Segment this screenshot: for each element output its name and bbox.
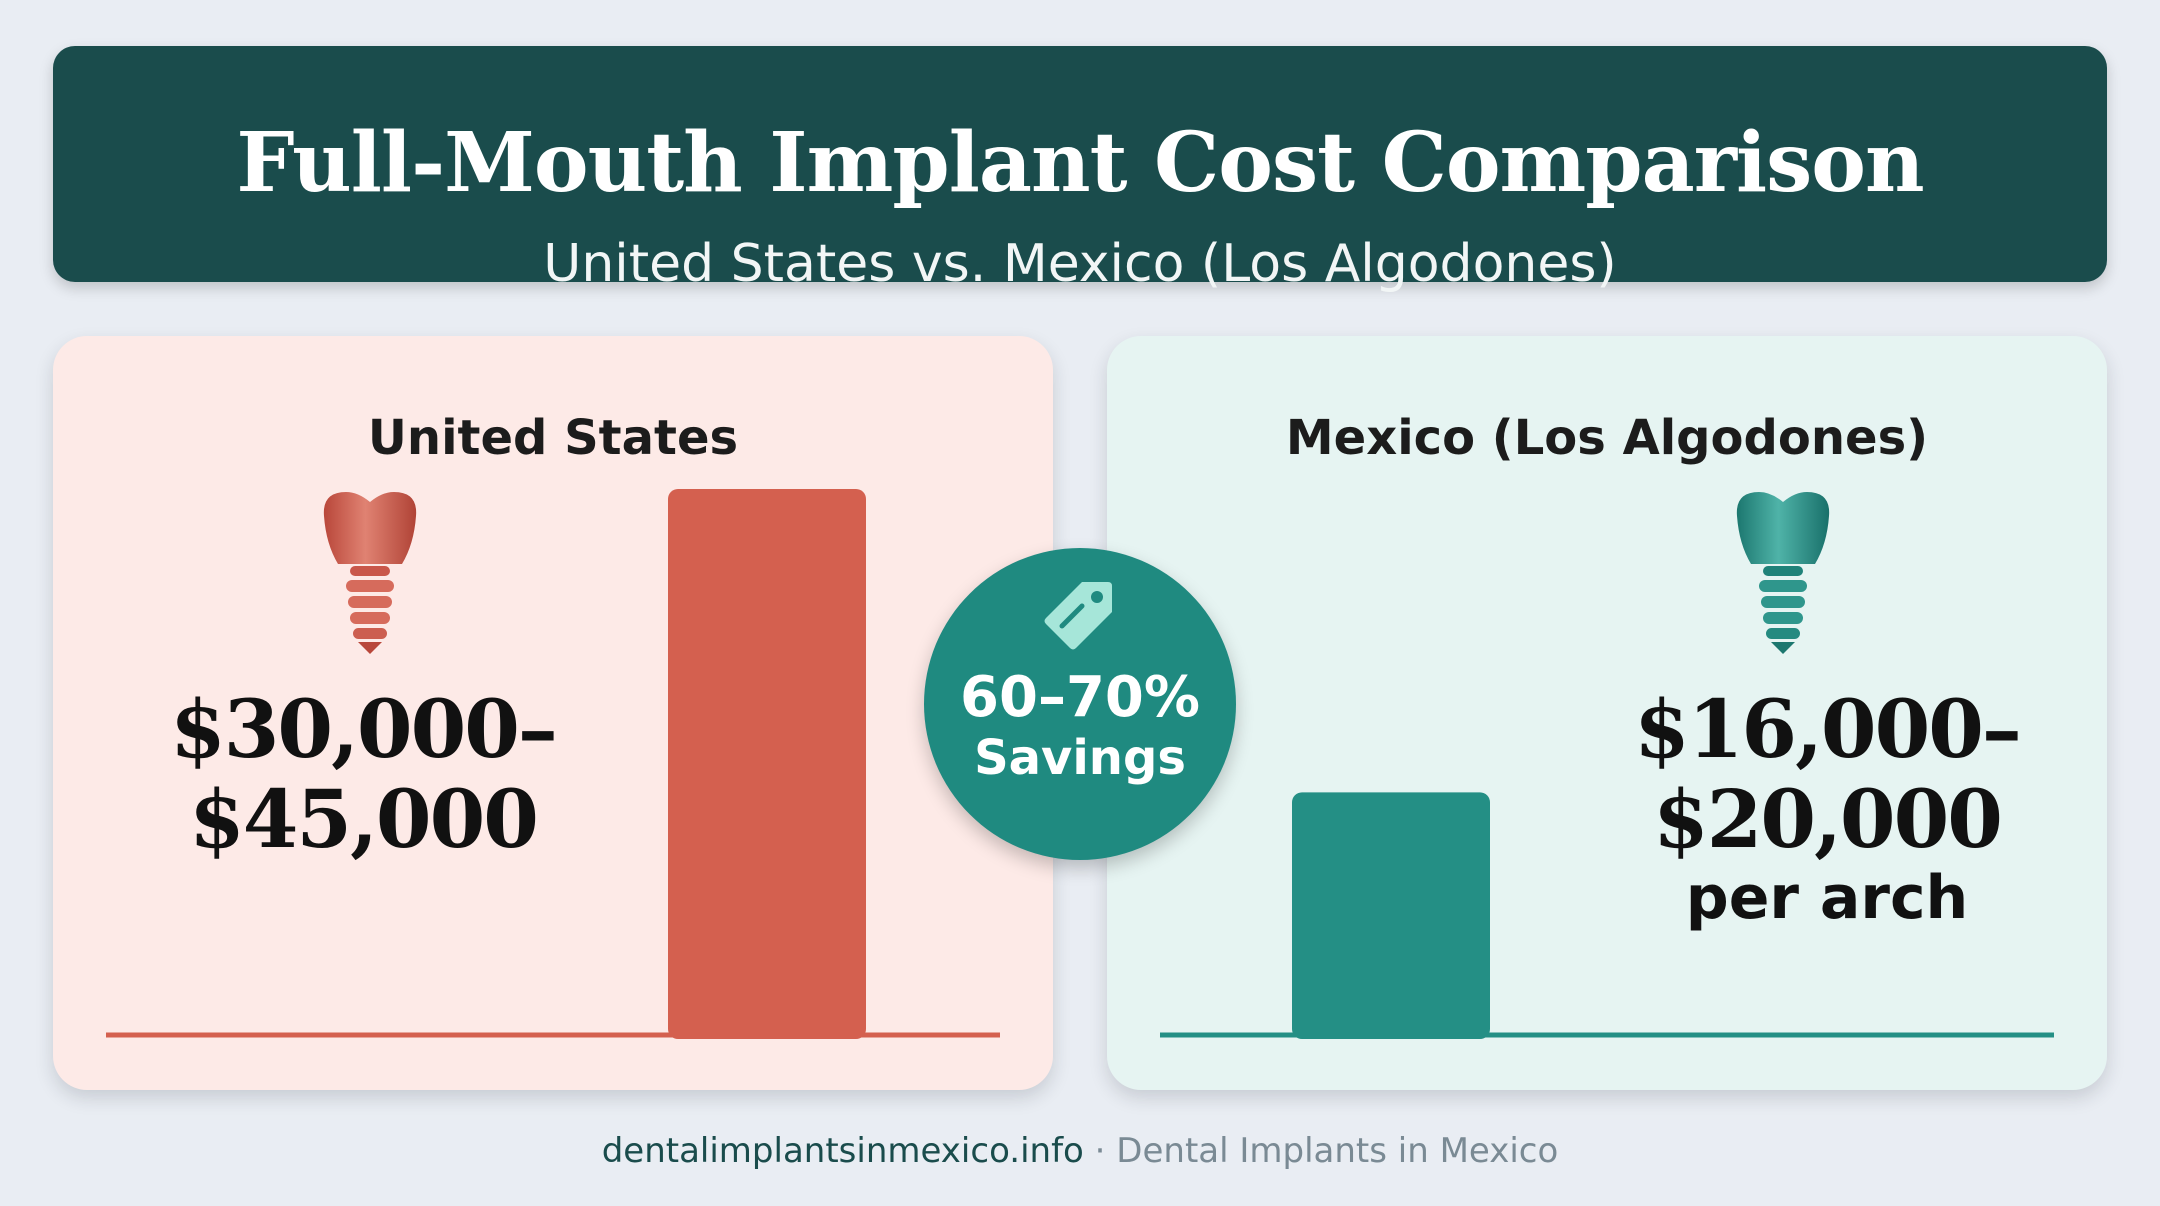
page-subtitle: United States vs. Mexico (Los Algodones) xyxy=(543,234,1617,294)
panel-title-us: United States xyxy=(367,410,739,466)
savings-percent: 60–70% xyxy=(960,665,1200,730)
savings-label: Savings xyxy=(974,730,1186,786)
footer-separator: · xyxy=(1094,1131,1106,1171)
footer: dentalimplantsinmexico.info · Dental Imp… xyxy=(0,1134,2160,1168)
price-us-high: $45,000 xyxy=(189,772,539,866)
chart-us xyxy=(106,489,1000,1039)
chart-mexico xyxy=(1160,792,2054,1039)
header-banner: Full-Mouth Implant Cost Comparison Unite… xyxy=(53,46,2107,290)
price-us-low: $30,000– xyxy=(170,682,558,776)
page-title: Full-Mouth Implant Cost Comparison xyxy=(236,115,1924,211)
price-mx-low: $16,000– xyxy=(1634,682,2022,776)
price-range-mexico: $16,000– $20,000 xyxy=(1577,684,2077,864)
bar-united-states xyxy=(668,489,866,1039)
price-mx-high: $20,000 xyxy=(1653,772,2003,866)
price-range-us: $30,000– $45,000 xyxy=(113,684,613,864)
footer-site-name: Dental Implants in Mexico xyxy=(1116,1131,1559,1171)
dental-implant-icon xyxy=(323,492,417,654)
bar-mexico xyxy=(1292,792,1490,1039)
dental-implant-icon xyxy=(1736,492,1830,654)
savings-badge: 60–70% Savings xyxy=(924,548,1236,860)
panel-mexico: Mexico (Los Algodones) $16,000– $20,000 … xyxy=(1107,336,2107,1090)
panel-title-mexico: Mexico (Los Algodones) xyxy=(1285,410,1929,466)
panel-united-states: United States $30,000– $45,000 xyxy=(53,336,1053,1090)
price-tag-icon xyxy=(1044,582,1112,650)
footer-domain-link[interactable]: dentalimplantsinmexico.info xyxy=(601,1131,1084,1171)
per-arch-label: per arch xyxy=(1685,863,1969,933)
